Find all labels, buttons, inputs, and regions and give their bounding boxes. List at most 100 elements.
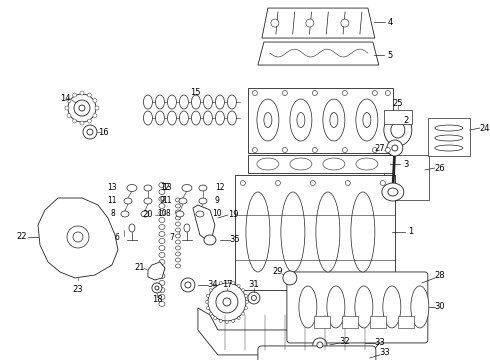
Ellipse shape [232, 319, 235, 323]
Ellipse shape [245, 301, 248, 303]
Text: 32: 32 [340, 337, 350, 346]
Ellipse shape [313, 90, 318, 95]
Ellipse shape [245, 307, 247, 310]
Ellipse shape [385, 148, 391, 153]
Ellipse shape [356, 158, 378, 170]
Text: 29: 29 [272, 267, 283, 276]
FancyBboxPatch shape [248, 155, 393, 173]
Ellipse shape [155, 111, 165, 125]
Ellipse shape [179, 95, 189, 109]
Ellipse shape [184, 224, 190, 232]
Ellipse shape [124, 198, 132, 204]
Ellipse shape [83, 125, 97, 139]
Ellipse shape [316, 192, 340, 272]
Text: 1: 1 [408, 228, 414, 237]
Text: 20: 20 [143, 211, 153, 220]
Ellipse shape [159, 274, 165, 279]
Ellipse shape [384, 114, 412, 146]
Text: 2: 2 [403, 116, 409, 125]
Ellipse shape [216, 291, 238, 313]
Text: 10: 10 [212, 210, 221, 219]
FancyBboxPatch shape [235, 175, 395, 290]
Ellipse shape [159, 301, 165, 306]
Text: 12: 12 [160, 184, 170, 193]
Ellipse shape [203, 95, 213, 109]
Ellipse shape [435, 145, 463, 151]
Polygon shape [38, 198, 118, 278]
Ellipse shape [204, 235, 216, 245]
Ellipse shape [392, 145, 398, 151]
Ellipse shape [391, 122, 405, 138]
Ellipse shape [168, 111, 176, 125]
Ellipse shape [313, 338, 327, 352]
Ellipse shape [251, 296, 256, 301]
Text: 22: 22 [17, 233, 27, 242]
Ellipse shape [93, 113, 97, 117]
Ellipse shape [225, 320, 228, 323]
Ellipse shape [80, 121, 84, 125]
Ellipse shape [219, 282, 222, 284]
Ellipse shape [387, 140, 403, 156]
Text: 33: 33 [379, 348, 390, 357]
Ellipse shape [223, 298, 231, 306]
Ellipse shape [283, 271, 297, 285]
Ellipse shape [80, 91, 84, 95]
Ellipse shape [155, 95, 165, 109]
Ellipse shape [275, 180, 280, 185]
Ellipse shape [175, 246, 180, 250]
Ellipse shape [73, 232, 83, 242]
Text: 11: 11 [107, 197, 117, 206]
Text: 25: 25 [392, 99, 403, 108]
Text: 23: 23 [73, 285, 83, 294]
Text: 12: 12 [215, 184, 224, 193]
Ellipse shape [152, 283, 162, 293]
Ellipse shape [159, 252, 165, 257]
Ellipse shape [196, 211, 204, 217]
Ellipse shape [214, 284, 217, 287]
Text: 35: 35 [230, 235, 240, 244]
Ellipse shape [203, 111, 213, 125]
Ellipse shape [175, 198, 180, 202]
Text: 8: 8 [165, 210, 170, 219]
Ellipse shape [175, 222, 180, 226]
Ellipse shape [356, 99, 378, 141]
FancyBboxPatch shape [384, 155, 429, 200]
FancyBboxPatch shape [248, 88, 393, 153]
Ellipse shape [227, 95, 236, 109]
Ellipse shape [372, 90, 377, 95]
Text: 21: 21 [135, 264, 145, 273]
Ellipse shape [242, 312, 245, 315]
Text: 24: 24 [480, 123, 490, 132]
Ellipse shape [343, 90, 347, 95]
FancyBboxPatch shape [258, 346, 376, 360]
Ellipse shape [435, 135, 463, 141]
Ellipse shape [341, 19, 349, 27]
Ellipse shape [159, 238, 165, 243]
Ellipse shape [159, 225, 165, 229]
Ellipse shape [159, 203, 165, 208]
FancyBboxPatch shape [384, 110, 412, 124]
Ellipse shape [79, 105, 85, 111]
Ellipse shape [351, 192, 375, 272]
Ellipse shape [144, 198, 152, 204]
Ellipse shape [192, 95, 200, 109]
Ellipse shape [127, 184, 137, 192]
Ellipse shape [385, 90, 391, 95]
Polygon shape [193, 205, 215, 240]
Ellipse shape [313, 148, 318, 153]
Ellipse shape [382, 183, 404, 201]
Ellipse shape [388, 188, 398, 196]
Ellipse shape [182, 184, 192, 192]
Ellipse shape [345, 180, 350, 185]
Ellipse shape [68, 94, 96, 122]
Ellipse shape [343, 148, 347, 153]
Text: 31: 31 [248, 280, 259, 289]
Ellipse shape [199, 185, 207, 191]
Ellipse shape [383, 286, 401, 328]
Ellipse shape [227, 111, 236, 125]
Ellipse shape [355, 286, 373, 328]
Ellipse shape [435, 125, 463, 131]
Polygon shape [198, 308, 390, 355]
Ellipse shape [225, 280, 228, 283]
FancyBboxPatch shape [398, 316, 414, 328]
